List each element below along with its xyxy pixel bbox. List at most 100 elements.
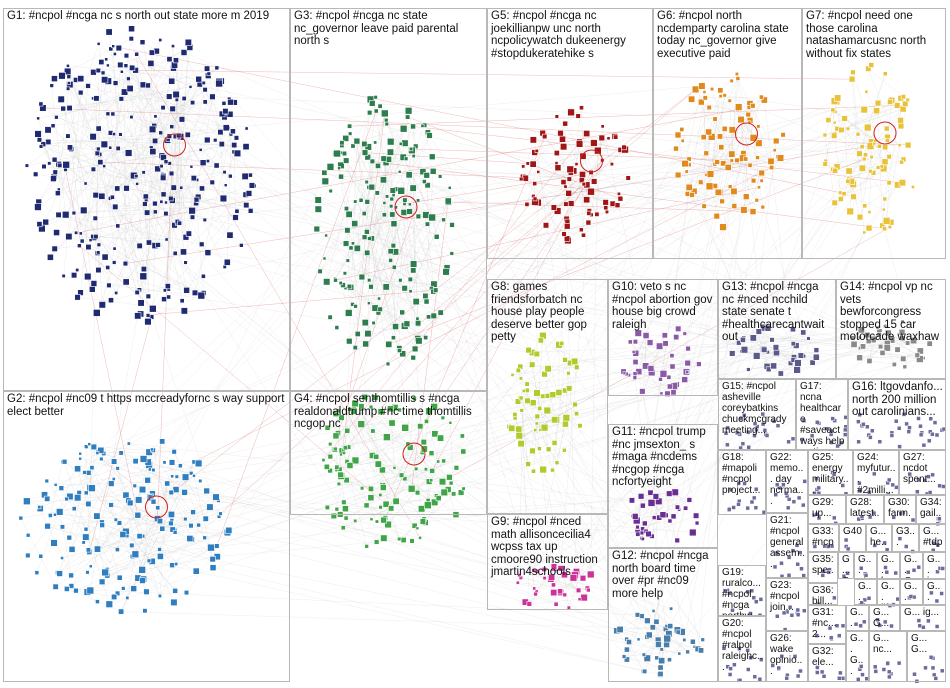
node-g1 [78, 231, 83, 236]
edge [343, 508, 392, 529]
node-g1 [232, 214, 239, 221]
node-g5 [534, 148, 539, 153]
edge [338, 120, 741, 412]
node-g8 [521, 388, 526, 393]
edge [852, 72, 884, 169]
edge [101, 522, 197, 572]
edge [115, 157, 164, 294]
node-g3 [327, 314, 333, 320]
edge [369, 238, 400, 349]
node-g14 [891, 361, 897, 367]
node-g2 [66, 534, 73, 541]
node-g2 [93, 512, 101, 520]
edge [410, 370, 519, 448]
node-g49 [934, 598, 940, 604]
node-g14 [905, 340, 911, 346]
edge [540, 332, 804, 431]
edge [539, 363, 700, 449]
node-g3 [433, 234, 440, 240]
edge [834, 135, 903, 183]
node-g7 [832, 167, 839, 174]
node-g15 [764, 433, 770, 438]
edge [98, 187, 182, 253]
node-g13 [787, 360, 794, 366]
node-g2 [118, 450, 124, 456]
edge [207, 144, 235, 162]
node-g1 [233, 135, 240, 141]
node-g10 [631, 350, 636, 354]
node-g1 [169, 124, 175, 129]
group-label-g18: G18: #mapoli #ncpol project... [722, 452, 761, 496]
node-g2 [82, 470, 87, 475]
edge [337, 411, 355, 470]
node-g4 [436, 434, 444, 442]
node-g1 [50, 123, 56, 129]
node-g1 [42, 218, 50, 226]
edge [109, 147, 187, 291]
node-g3 [377, 296, 381, 301]
node-g1 [221, 101, 227, 106]
edge [361, 195, 394, 278]
node-g1 [153, 209, 158, 215]
edge [109, 516, 220, 605]
node-g11 [666, 490, 673, 497]
edge [736, 73, 759, 127]
edge [68, 67, 218, 237]
node-g4 [337, 471, 344, 478]
node-g4 [428, 450, 435, 457]
edge [367, 162, 387, 334]
node-g1 [126, 85, 134, 93]
node-g2 [136, 533, 143, 540]
node-g1 [58, 72, 66, 80]
node-g14 [857, 326, 865, 334]
node-g7 [850, 69, 856, 76]
edge [744, 345, 797, 350]
node-g10 [681, 376, 689, 383]
node-g1 [112, 132, 116, 137]
node-g20 [721, 646, 727, 651]
node-g4 [340, 525, 346, 531]
node-g2 [64, 586, 70, 592]
node-g1 [24, 163, 30, 168]
node-g7 [850, 193, 857, 200]
edge [159, 520, 680, 654]
edge [404, 283, 434, 289]
edge [80, 72, 104, 293]
edge [98, 43, 173, 109]
node-g1 [222, 170, 227, 175]
edge [350, 247, 411, 292]
edge [522, 139, 534, 177]
node-g7 [832, 120, 837, 125]
node-g3 [342, 135, 350, 142]
edge [68, 82, 163, 175]
edge [102, 72, 184, 253]
edge [107, 506, 211, 570]
node-g30 [891, 515, 896, 520]
node-g8 [518, 395, 524, 401]
edge [825, 160, 845, 194]
edge [626, 625, 667, 660]
node-g3 [415, 337, 423, 345]
group-panel-g1: G1: #ncpol #ncga nc s north out state mo… [3, 8, 290, 391]
node-g15 [752, 433, 757, 438]
edge [53, 42, 189, 179]
edge [642, 187, 690, 506]
group-panel-g28: G28: latest... [846, 495, 884, 524]
group-label-g9: G9: #ncpol #nced math allisoncecilia4 wc… [491, 516, 601, 578]
edge [552, 359, 566, 471]
node-g3 [384, 121, 389, 127]
edge [343, 451, 464, 529]
node-g9 [579, 574, 587, 582]
node-g5 [559, 143, 568, 151]
node-g9 [517, 573, 522, 578]
node-g3 [397, 187, 406, 195]
node-g8 [545, 446, 552, 452]
edge [97, 452, 139, 500]
edge [635, 341, 673, 367]
node-g1 [34, 203, 42, 211]
node-g12 [649, 624, 656, 631]
node-g24 [890, 482, 896, 488]
node-g3 [412, 298, 420, 306]
node-g3 [345, 258, 350, 263]
edge [159, 563, 177, 597]
